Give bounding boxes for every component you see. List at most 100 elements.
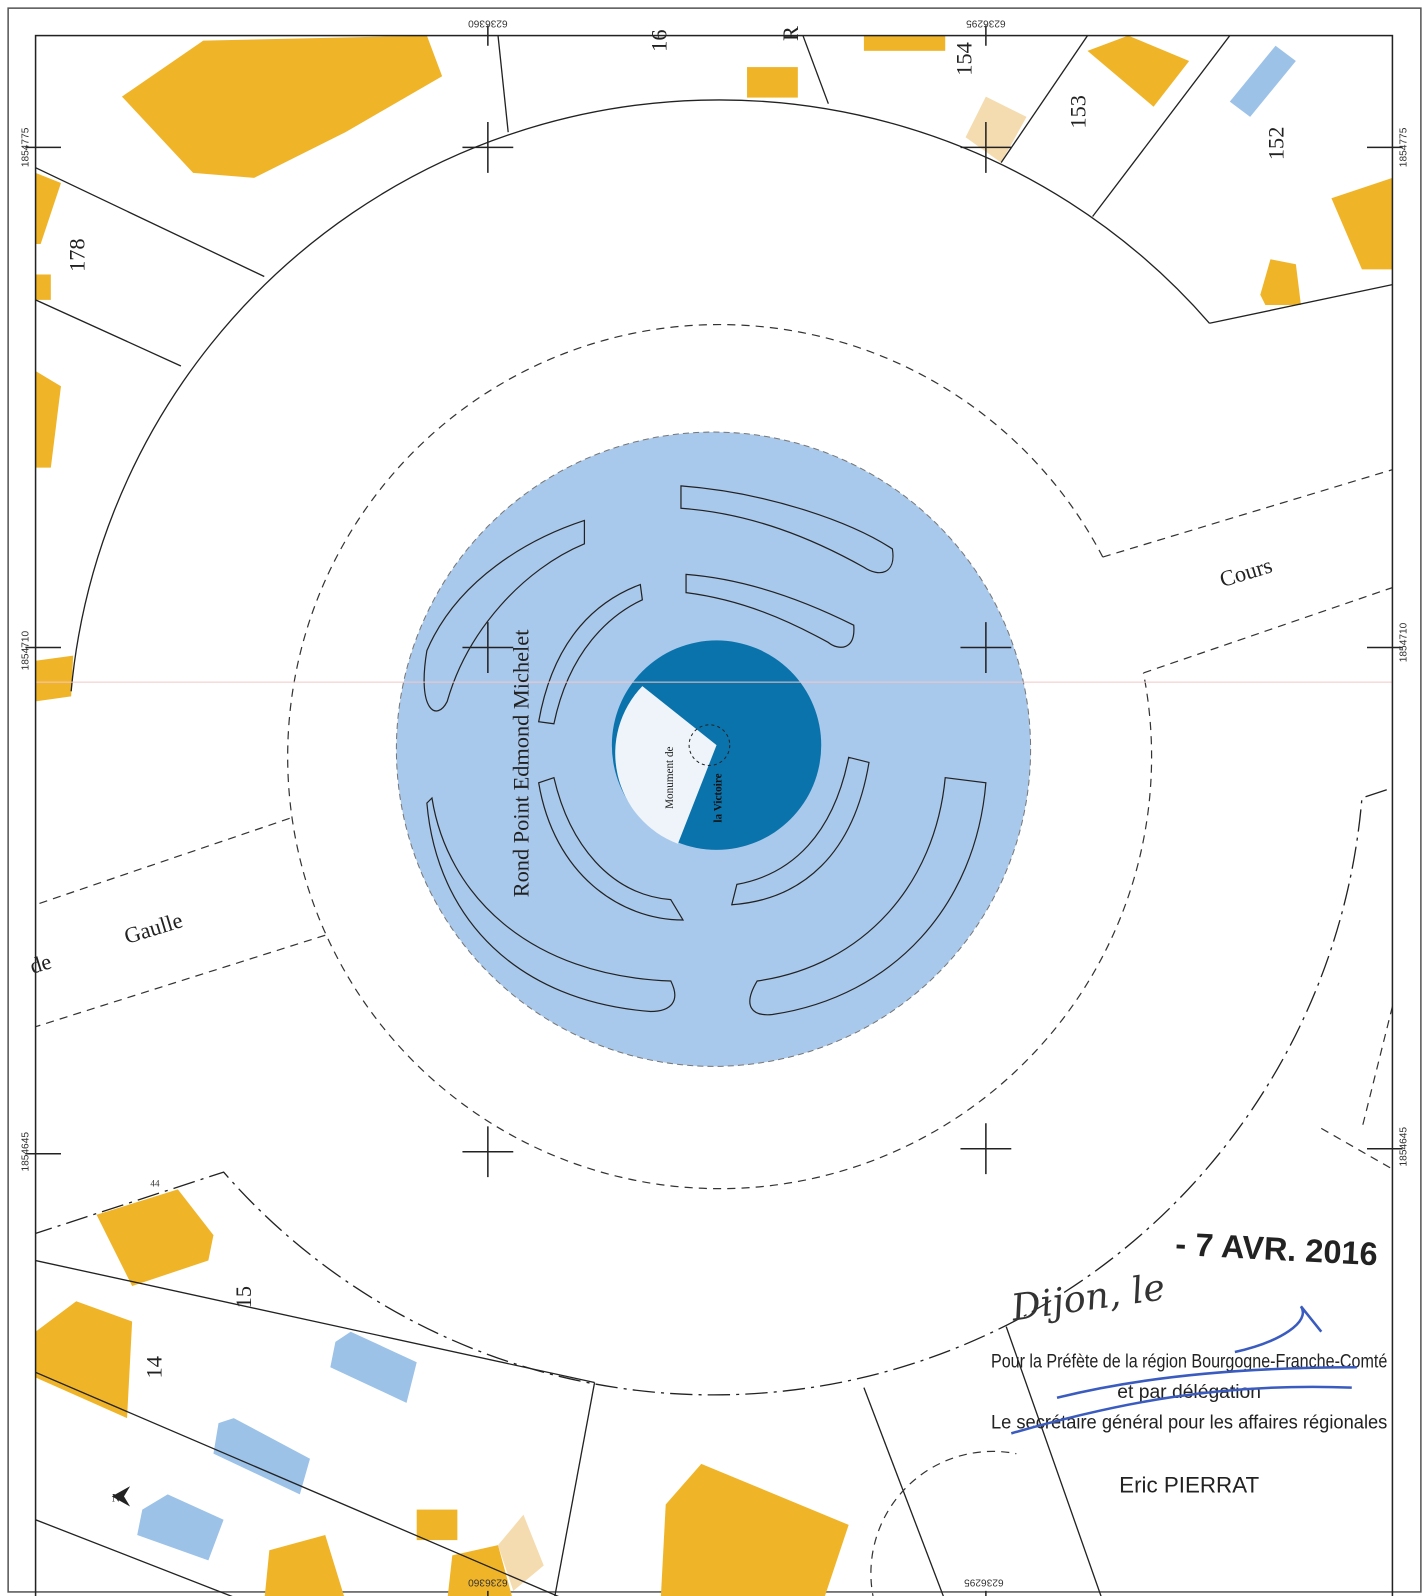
coordinate-label: 1854775 — [1399, 127, 1410, 167]
map-shape — [1229, 45, 1296, 117]
map-line — [680, 485, 894, 574]
map-line — [1000, 35, 1089, 164]
map-line — [70, 99, 1210, 692]
map-line — [960, 622, 1012, 673]
map-line — [749, 776, 987, 1016]
map-shape — [965, 96, 1027, 163]
parcel-number: 153 — [1065, 95, 1090, 129]
parcel-number: 16 — [647, 29, 672, 51]
stamp-date: - 7 AVR. 2016 — [1175, 1226, 1379, 1273]
handwritten-place: Dijon, le — [1008, 1265, 1168, 1329]
map-content — [35, 35, 1393, 1596]
monument-label: la Victoire — [713, 773, 725, 822]
map-shape — [1260, 259, 1301, 305]
coordinate-label: 6236295 — [964, 1577, 1004, 1588]
map-line — [1092, 35, 1231, 217]
map-shape — [35, 274, 51, 300]
road-edges — [35, 323, 1393, 1596]
street-label: Gaulle — [121, 907, 185, 948]
coordinate-label: 1854710 — [1399, 622, 1410, 662]
coordinate-label: 1854775 — [20, 127, 31, 167]
map-line — [462, 622, 514, 673]
map-shape — [96, 1189, 214, 1286]
map-shape — [137, 1494, 224, 1561]
map-line — [960, 121, 1012, 173]
map-shape — [1087, 35, 1190, 107]
map-line — [554, 1382, 596, 1596]
map-shape — [35, 655, 74, 702]
map-line — [35, 787, 1393, 1396]
map-line — [35, 934, 326, 1028]
north-label: N — [112, 1492, 120, 1504]
parcel-number: 152 — [1264, 127, 1289, 161]
map-frame — [34, 34, 1394, 1596]
map-shape — [35, 371, 61, 468]
parcel-number: R — [778, 26, 803, 41]
map-shape — [1331, 177, 1393, 270]
map-shape — [747, 67, 798, 98]
stamp-line: Pour la Préfète de la région Bourgogne-F… — [991, 1351, 1387, 1372]
map-shape — [863, 35, 946, 51]
map-line — [960, 1123, 1012, 1175]
map-line — [497, 35, 509, 133]
roundabout-island — [395, 431, 1032, 1067]
map-line — [537, 776, 685, 921]
parcel-number: 15 — [231, 1286, 256, 1308]
frame-ticks — [25, 25, 1403, 1596]
street-label: de — [27, 949, 55, 979]
map-shape — [498, 1514, 544, 1591]
map-shape — [660, 1463, 849, 1596]
map-shape — [264, 1535, 345, 1596]
map-line — [870, 1450, 1017, 1596]
map-line — [802, 35, 829, 104]
map-line — [730, 756, 870, 906]
coordinate-label: 1854645 — [20, 1132, 31, 1172]
map-line — [35, 167, 265, 278]
map-line — [35, 1371, 559, 1596]
map-line — [287, 323, 1153, 1190]
map-shape — [416, 1509, 458, 1541]
map-shape — [35, 172, 61, 244]
map-line — [487, 25, 987, 1596]
signatory: Eric PIERRAT — [1119, 1472, 1259, 1497]
parcel-lines — [35, 35, 1393, 1596]
coordinate-label: 6236295 — [966, 17, 1006, 28]
stamp-line: Le secrétaire général pour les affaires … — [991, 1412, 1387, 1433]
map-line — [537, 583, 644, 725]
map-line — [863, 1387, 944, 1596]
grid-crosses — [462, 121, 1012, 1178]
monument-base — [688, 724, 731, 766]
buildings — [35, 35, 1393, 1596]
flower-beds — [423, 485, 987, 1016]
map-shape — [111, 1486, 131, 1507]
coordinate-label: 6236360 — [468, 1577, 508, 1588]
map-line — [1005, 1326, 1102, 1596]
map-line — [1361, 1006, 1393, 1129]
monument-label: Monument de — [664, 746, 676, 808]
map-shape — [121, 35, 443, 178]
map-shape — [447, 1545, 512, 1596]
map-line — [462, 1126, 514, 1178]
coordinate-label: 1854645 — [1399, 1127, 1410, 1167]
map-line — [35, 299, 182, 367]
map-line — [35, 817, 290, 906]
street-label: Rond Point Edmond Michelet — [509, 629, 534, 897]
parcel-number: 44 — [150, 1178, 160, 1188]
map-line — [1143, 586, 1393, 674]
map-line — [426, 796, 676, 1013]
parcel-number: 14 — [142, 1356, 167, 1378]
map-line — [35, 1259, 595, 1384]
map-line — [462, 121, 514, 173]
map-line — [1209, 283, 1393, 324]
map-shape — [330, 1331, 417, 1403]
parcel-number: 154 — [952, 42, 977, 76]
map-shape — [213, 1418, 310, 1495]
coordinate-label: 6236360 — [468, 17, 508, 28]
signature — [1010, 1305, 1357, 1435]
stamp-line: et par délégation — [1117, 1382, 1261, 1403]
coordinate-label: 1854710 — [20, 630, 31, 670]
north-arrow — [111, 1486, 131, 1507]
map-line — [25, 146, 1403, 1155]
